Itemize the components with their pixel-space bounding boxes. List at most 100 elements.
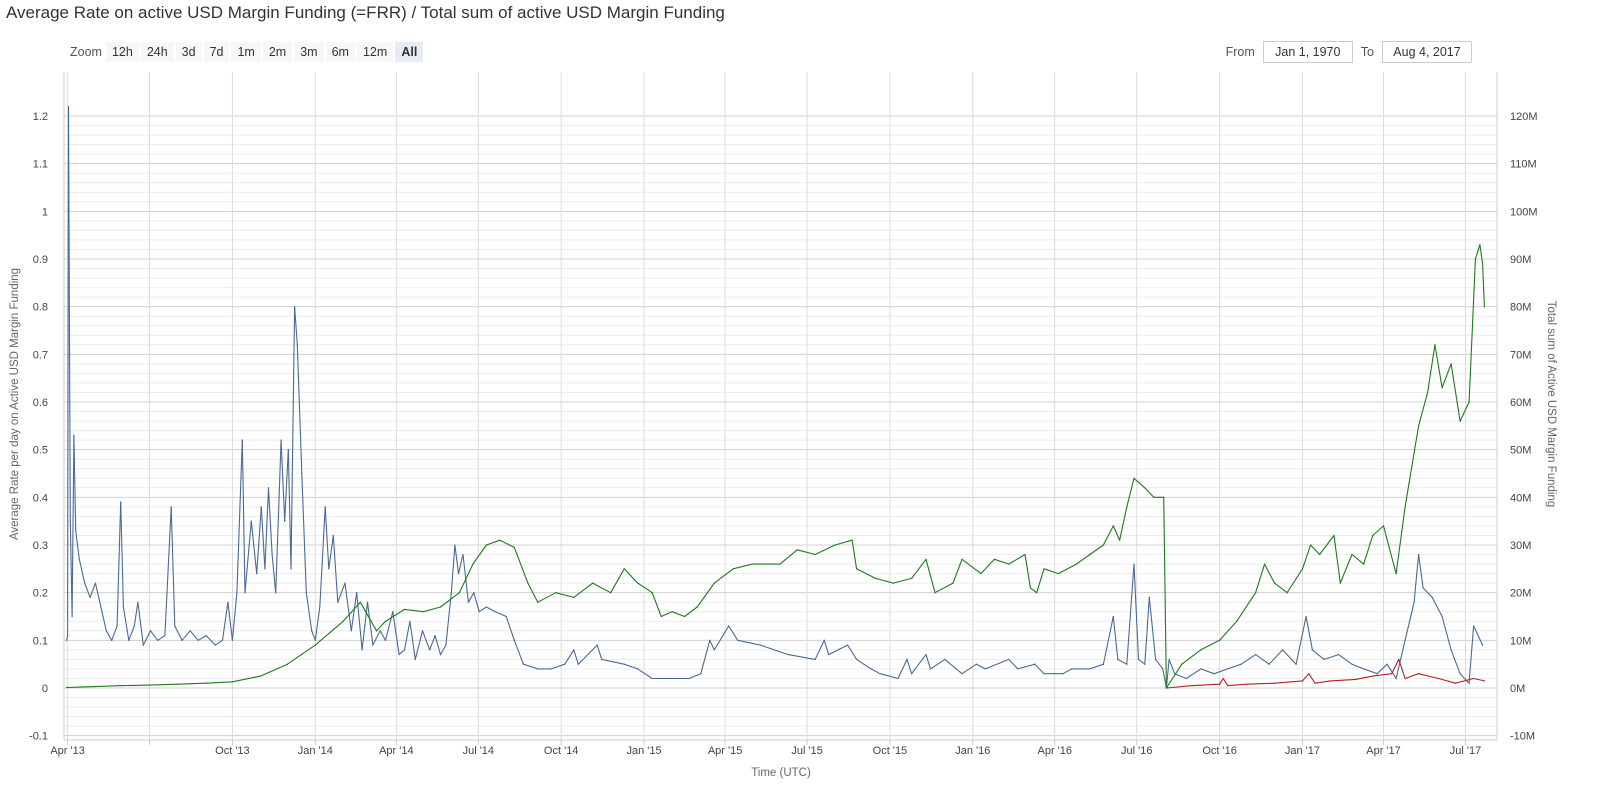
series-segment: [1200, 639, 1221, 651]
y-left-tick-label: 0.3: [33, 540, 48, 552]
series-point: [372, 644, 374, 646]
series-segment: [1355, 675, 1374, 680]
series-segment: [1459, 401, 1470, 422]
series-point: [204, 682, 206, 684]
series-segment: [176, 682, 206, 685]
to-label: To: [1360, 45, 1374, 59]
series-segment: [1273, 680, 1304, 684]
series-segment: [856, 658, 872, 670]
series-segment: [984, 658, 1010, 670]
series-point: [1043, 568, 1045, 570]
series-segment: [170, 506, 176, 627]
series-point: [296, 344, 298, 346]
series-point: [472, 563, 474, 565]
zoom-label: Zoom: [70, 45, 102, 59]
series-segment: [450, 544, 456, 594]
zoom-all-button[interactable]: All: [395, 42, 424, 62]
series-segment: [301, 472, 307, 594]
to-date-input[interactable]: Aug 4, 2017: [1382, 41, 1472, 63]
x-tick-label: Apr '16: [1038, 745, 1073, 757]
series-segment: [241, 439, 246, 594]
series-point: [1427, 391, 1429, 394]
series-segment: [787, 654, 816, 660]
series-point: [1398, 658, 1400, 661]
series-segment: [499, 539, 515, 548]
series-point: [290, 568, 292, 570]
series-point: [1112, 525, 1114, 527]
series-point: [1323, 658, 1325, 661]
series-point: [392, 611, 394, 613]
series-segment: [737, 639, 761, 646]
zoom-2m-button[interactable]: 2m: [262, 42, 293, 62]
series-point: [256, 573, 258, 575]
series-point: [1468, 401, 1470, 403]
series-point: [1337, 654, 1340, 656]
series-segment: [75, 530, 80, 560]
series-segment: [573, 649, 579, 665]
from-date-input[interactable]: Jan 1, 1970: [1262, 41, 1353, 63]
series-point: [244, 592, 246, 594]
series-point: [454, 544, 456, 546]
series-point: [1474, 258, 1476, 260]
series-point: [1372, 534, 1374, 537]
series-point: [485, 544, 487, 546]
zoom-3d-button[interactable]: 3d: [175, 42, 202, 62]
series-segment: [94, 685, 124, 688]
series-segment: [1404, 425, 1420, 508]
series-point: [1305, 615, 1307, 618]
zoom-12h-button[interactable]: 12h: [105, 42, 139, 62]
series-segment: [1148, 596, 1157, 660]
series-segment: [1427, 344, 1436, 394]
zoom-7d-button[interactable]: 7d: [203, 42, 230, 62]
series-point: [137, 601, 139, 603]
series-segment: [874, 577, 895, 584]
series-segment: [157, 635, 166, 641]
series-segment: [1395, 639, 1406, 680]
grid-lines: [63, 72, 1498, 741]
series-point: [221, 639, 224, 641]
zoom-3m-button[interactable]: 3m: [294, 42, 324, 62]
series-segment: [122, 606, 130, 641]
series-segment: [271, 553, 277, 594]
series-segment: [379, 630, 387, 641]
zoom-1m-button[interactable]: 1m: [231, 42, 261, 62]
series-segment: [409, 620, 416, 660]
series-segment: [1227, 683, 1249, 687]
series-point: [384, 639, 387, 641]
series-segment: [256, 506, 262, 575]
series-segment: [205, 635, 216, 646]
series-point: [732, 568, 734, 570]
series-point: [527, 582, 529, 584]
series-segment: [1418, 391, 1429, 427]
series-segment: [454, 544, 460, 575]
zoom-24h-button[interactable]: 24h: [140, 42, 174, 62]
series-segment: [596, 644, 603, 660]
series-segment: [284, 449, 289, 522]
series-segment: [505, 615, 515, 641]
series-point: [897, 677, 899, 680]
series-point: [671, 677, 673, 680]
series-point: [696, 606, 698, 608]
series-point: [403, 608, 406, 611]
x-tick-label: Jan '16: [955, 745, 990, 757]
series-point: [1351, 553, 1353, 556]
series-point: [1153, 496, 1155, 498]
zoom-12m-button[interactable]: 12m: [356, 42, 394, 62]
zoom-6m-button[interactable]: 6m: [325, 42, 355, 62]
series-segment: [925, 558, 936, 594]
series-segment: [555, 592, 575, 598]
series-segment: [1474, 244, 1481, 260]
series-segment: [564, 649, 575, 665]
series-point: [637, 668, 639, 670]
series-segment: [197, 635, 207, 641]
series-segment: [1034, 663, 1045, 675]
series-point: [1434, 344, 1436, 346]
series-segment: [1301, 673, 1310, 682]
series-point: [651, 592, 653, 594]
series-segment: [1333, 534, 1341, 584]
series-point: [1273, 682, 1276, 684]
series-segment: [1468, 258, 1476, 403]
series-point: [429, 649, 431, 651]
y-left-tick-label: 0.7: [33, 349, 48, 361]
series-point: [892, 582, 895, 584]
